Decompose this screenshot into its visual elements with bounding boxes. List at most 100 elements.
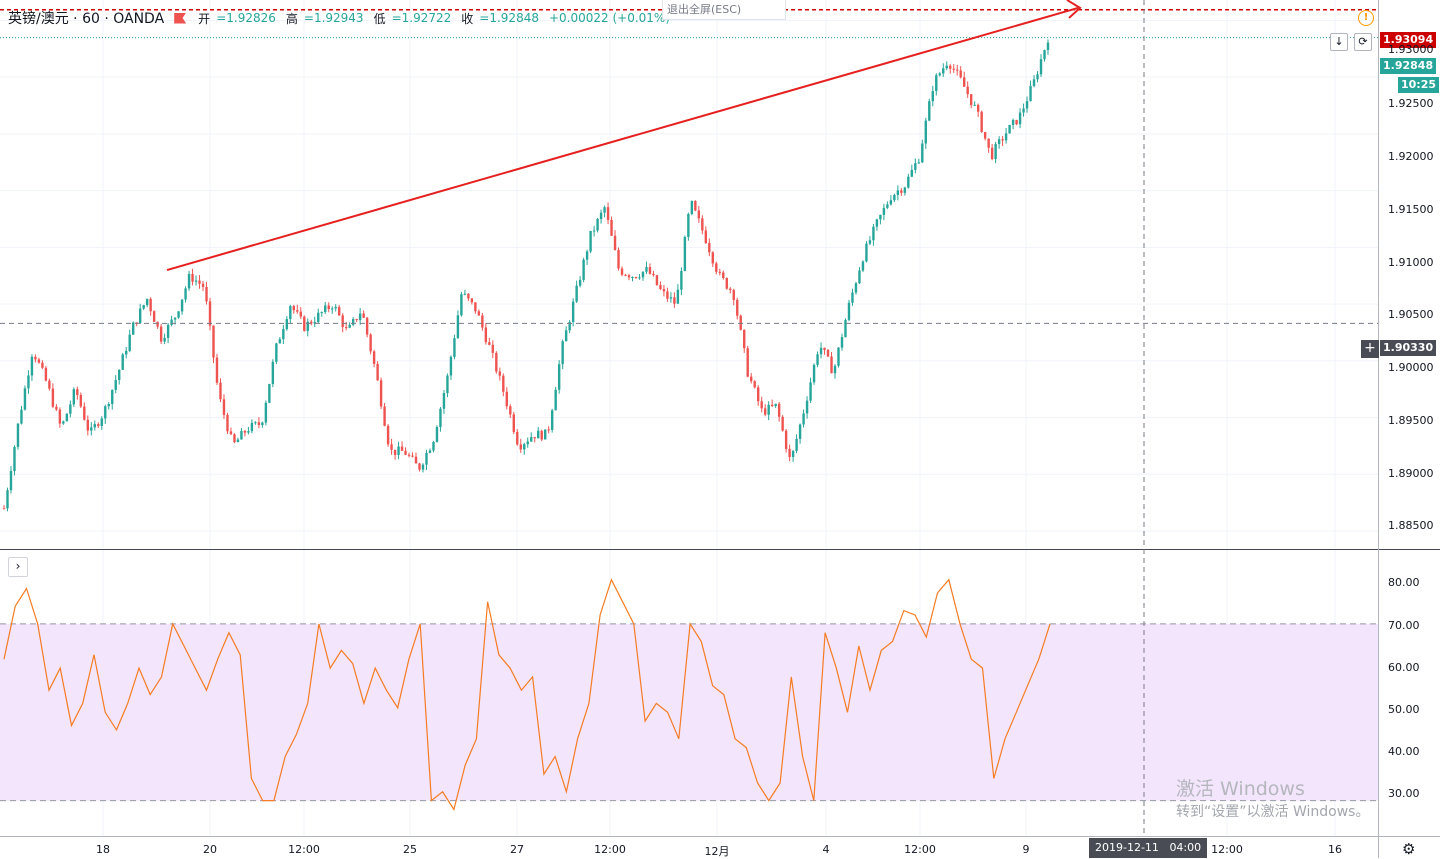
candle-body <box>638 277 641 279</box>
candle-body <box>889 200 893 205</box>
candle-body <box>959 70 962 78</box>
candle-body <box>990 147 994 160</box>
time-label: 25 <box>403 843 417 856</box>
candle-body <box>963 77 966 87</box>
candle-body <box>449 356 453 376</box>
candle-body <box>645 266 648 272</box>
candle-body <box>900 190 903 193</box>
candle-body <box>243 430 247 433</box>
candle-body <box>229 431 233 435</box>
countdown-tag: 10:25 <box>1398 77 1440 93</box>
candle-body <box>987 138 990 148</box>
candle-body <box>983 131 987 139</box>
gear-icon[interactable]: ⚙ <box>1402 840 1416 858</box>
candle-body <box>222 399 226 415</box>
exit-fullscreen-button[interactable]: 退出全屏(ESC) <box>662 0 786 20</box>
candle-body <box>425 452 428 465</box>
candle-body <box>854 283 858 293</box>
candle-body <box>1022 108 1025 113</box>
scroll-down-icon[interactable]: ↓ <box>1330 33 1348 51</box>
candle-body <box>37 359 41 363</box>
candle-body <box>530 437 533 442</box>
candle-body <box>931 91 934 102</box>
candle-body <box>662 289 666 292</box>
candle-body <box>51 388 55 407</box>
candle-body <box>1011 119 1015 125</box>
candle-body <box>65 413 69 422</box>
candle-body <box>540 430 543 440</box>
rsi-label: 50.00 <box>1388 703 1420 716</box>
price-label: 1.88500 <box>1388 519 1434 532</box>
candle-body <box>784 430 788 449</box>
candle-body <box>414 456 418 464</box>
candle-body <box>725 278 728 289</box>
candle-body <box>1015 119 1018 125</box>
candle-body <box>13 446 16 472</box>
candle-body <box>292 306 296 311</box>
candle-body <box>351 319 355 325</box>
add-alert-icon[interactable]: + <box>1361 340 1379 358</box>
candle-body <box>571 301 575 322</box>
candle-body <box>79 394 83 407</box>
candle-body <box>86 419 89 431</box>
last-price-tag: 1.92848 <box>1380 58 1437 74</box>
candle-body <box>341 315 344 328</box>
candle-body <box>617 249 620 269</box>
candle-body <box>156 321 159 327</box>
candle-body <box>641 271 645 278</box>
candle-body <box>788 448 791 457</box>
candle-body <box>418 463 421 470</box>
candle-body <box>928 101 931 121</box>
candle-body <box>48 380 51 389</box>
candle-body <box>851 292 854 303</box>
expand-legend-button[interactable]: › <box>8 557 28 577</box>
low-label: 低 <box>373 11 386 26</box>
candle-body <box>100 418 103 426</box>
candle-body <box>519 444 522 450</box>
candle-body <box>62 421 65 424</box>
candle-body <box>184 288 187 300</box>
candle-body <box>428 450 432 453</box>
candle-body <box>303 316 306 331</box>
time-label: 9 <box>1022 843 1030 856</box>
candle-body <box>683 236 687 271</box>
open-value: =1.92826 <box>216 11 276 25</box>
candle-body <box>474 302 477 312</box>
candle-body <box>750 376 753 382</box>
candle-body <box>760 401 763 409</box>
candle-body <box>973 104 976 106</box>
candle-body <box>114 380 117 390</box>
candle-body <box>627 275 631 278</box>
time-label: 12:00 <box>594 843 626 856</box>
candle-body <box>732 290 735 300</box>
candle-body <box>282 329 285 340</box>
rsi-band <box>0 623 1378 801</box>
candle-body <box>477 311 481 316</box>
candle-body <box>226 414 229 432</box>
candle-body <box>481 315 484 328</box>
candle-body <box>107 404 110 407</box>
candle-body <box>278 339 282 344</box>
flag-icon[interactable] <box>174 12 187 24</box>
candle-body <box>648 266 652 274</box>
candle-body <box>355 319 358 321</box>
symbol-legend: 英镑/澳元 · 60 · OANDA 开 =1.92826 高 =1.92943 低… <box>8 8 674 28</box>
candle-body <box>411 455 414 457</box>
candle-body <box>187 273 191 289</box>
candle-body <box>516 431 519 445</box>
candle-body <box>809 382 812 401</box>
candle-body <box>362 313 365 318</box>
candle-body <box>554 389 557 411</box>
candle-body <box>491 344 495 353</box>
candle-body <box>631 277 634 279</box>
symbol-title[interactable]: 英镑/澳元 · 60 · OANDA <box>8 11 165 27</box>
candle-body <box>921 143 924 163</box>
candle-body <box>495 352 498 372</box>
candle-body <box>393 449 397 455</box>
refresh-icon[interactable]: ⟳ <box>1354 33 1372 51</box>
time-label: 4 <box>822 843 830 856</box>
warning-icon[interactable]: ! <box>1358 10 1374 26</box>
candle-body <box>358 313 362 321</box>
